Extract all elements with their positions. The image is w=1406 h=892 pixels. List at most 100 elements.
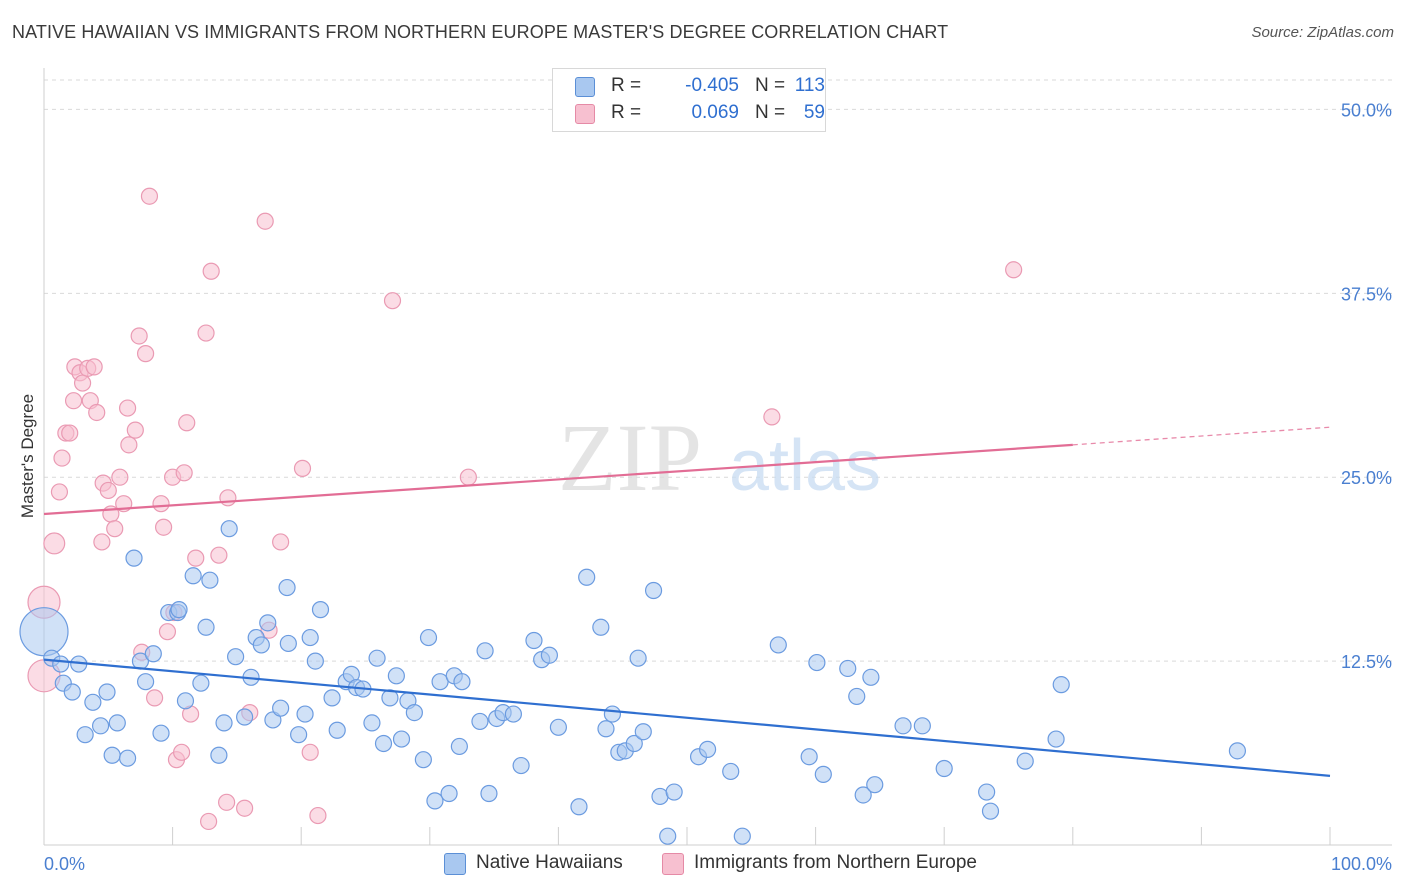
blue-point [272, 699, 290, 717]
blue-point [278, 578, 296, 597]
blue-point [290, 726, 308, 744]
pink-point [93, 533, 111, 551]
x-tick-label-max: 100.0% [1331, 854, 1392, 874]
pink-point [187, 549, 205, 567]
blue-point [210, 746, 228, 764]
y-tick-label: 37.5% [1341, 284, 1392, 304]
blue-point [504, 705, 522, 723]
pink-point [136, 345, 155, 363]
legend-n-value: 113 [794, 75, 825, 96]
blue-point [328, 721, 346, 739]
blue-point [84, 693, 102, 711]
blue-point [192, 674, 210, 692]
pink-point [120, 436, 138, 454]
pink-point [53, 449, 71, 467]
blue-point [91, 717, 110, 735]
y-tick-label: 50.0% [1341, 100, 1392, 120]
legend-r-label: R = [611, 102, 642, 123]
trend-lines [43, 426, 1331, 777]
grid-layer [44, 79, 1392, 662]
blue-point [374, 734, 393, 753]
blue-point [215, 714, 233, 732]
pink-point [140, 187, 159, 205]
blue-point [733, 827, 751, 845]
pink-point [293, 459, 312, 477]
legend-r-value: -0.405 [685, 75, 739, 96]
pink-point [118, 399, 137, 417]
pink-point [1005, 261, 1023, 279]
blue-point [311, 601, 330, 619]
blue-point [306, 652, 324, 670]
pink-point [272, 533, 290, 551]
pink-point [173, 743, 191, 761]
pink-point [73, 374, 92, 392]
pink-point [99, 481, 117, 500]
blue-point [854, 786, 872, 804]
pink-point [175, 464, 193, 482]
blue-point [118, 749, 137, 767]
blue-point [894, 717, 912, 735]
blue-point [103, 746, 121, 764]
y-tick-label: 25.0% [1341, 468, 1392, 488]
pink-point [88, 403, 106, 422]
blue-point [63, 683, 81, 701]
blue-point [981, 802, 1000, 820]
blue-points [19, 520, 1247, 845]
blue-point [419, 628, 438, 647]
blue-point [1016, 752, 1034, 770]
blue-point [769, 636, 787, 654]
legend-r-value: 0.069 [691, 102, 739, 123]
pink-point [130, 327, 148, 345]
pink-point [50, 483, 69, 501]
blue-point [698, 740, 717, 758]
legend-swatch-blue [575, 77, 595, 97]
blue-point [387, 667, 405, 685]
pink-point [154, 518, 173, 536]
blue-point [252, 636, 270, 654]
blue-point [913, 717, 931, 735]
blue-point [862, 668, 880, 686]
legend-r-label: R = [611, 75, 642, 96]
pink-point [236, 799, 254, 817]
blue-point [625, 734, 643, 753]
pink-point [106, 520, 124, 538]
pink-point [158, 623, 177, 641]
x-tick-label-min: 0.0% [44, 854, 85, 874]
watermark-zip: ZIP [558, 404, 702, 511]
blue-point [19, 607, 69, 657]
pink-point [85, 358, 103, 376]
blue-point [98, 683, 116, 701]
blue-point [476, 642, 494, 660]
blue-point [197, 618, 215, 636]
pink-point [61, 424, 79, 442]
series-label: Immigrants from Northern Europe [694, 852, 977, 873]
pink-point [126, 421, 144, 439]
blue-point [201, 571, 219, 589]
blue-point [440, 784, 458, 803]
correlation-legend: R = -0.405 N = 113 R = 0.069 N = 59 [552, 68, 826, 132]
pink-point [218, 793, 236, 811]
pink-point [145, 689, 164, 707]
blue-trend-line [43, 658, 1331, 777]
pink-point [309, 806, 327, 825]
blue-point [839, 659, 857, 678]
blue-point [549, 718, 568, 736]
blue-point [480, 784, 498, 803]
pink-point [111, 468, 129, 486]
axis-layer [43, 68, 1392, 846]
pink-points [27, 187, 1023, 831]
y-axis-label: Master's Degree [18, 393, 37, 519]
blue-point [978, 783, 996, 801]
blue-point [634, 723, 652, 741]
blue-point [323, 689, 341, 707]
pink-point [219, 489, 237, 507]
blue-point [665, 783, 683, 801]
blue-point [597, 720, 615, 738]
blue-point [279, 634, 297, 653]
pink-point [301, 743, 319, 761]
blue-point [1052, 676, 1070, 694]
blue-point [540, 646, 558, 664]
blue-point [450, 737, 468, 756]
legend-swatch-pink [575, 104, 595, 124]
blue-point [800, 748, 818, 766]
